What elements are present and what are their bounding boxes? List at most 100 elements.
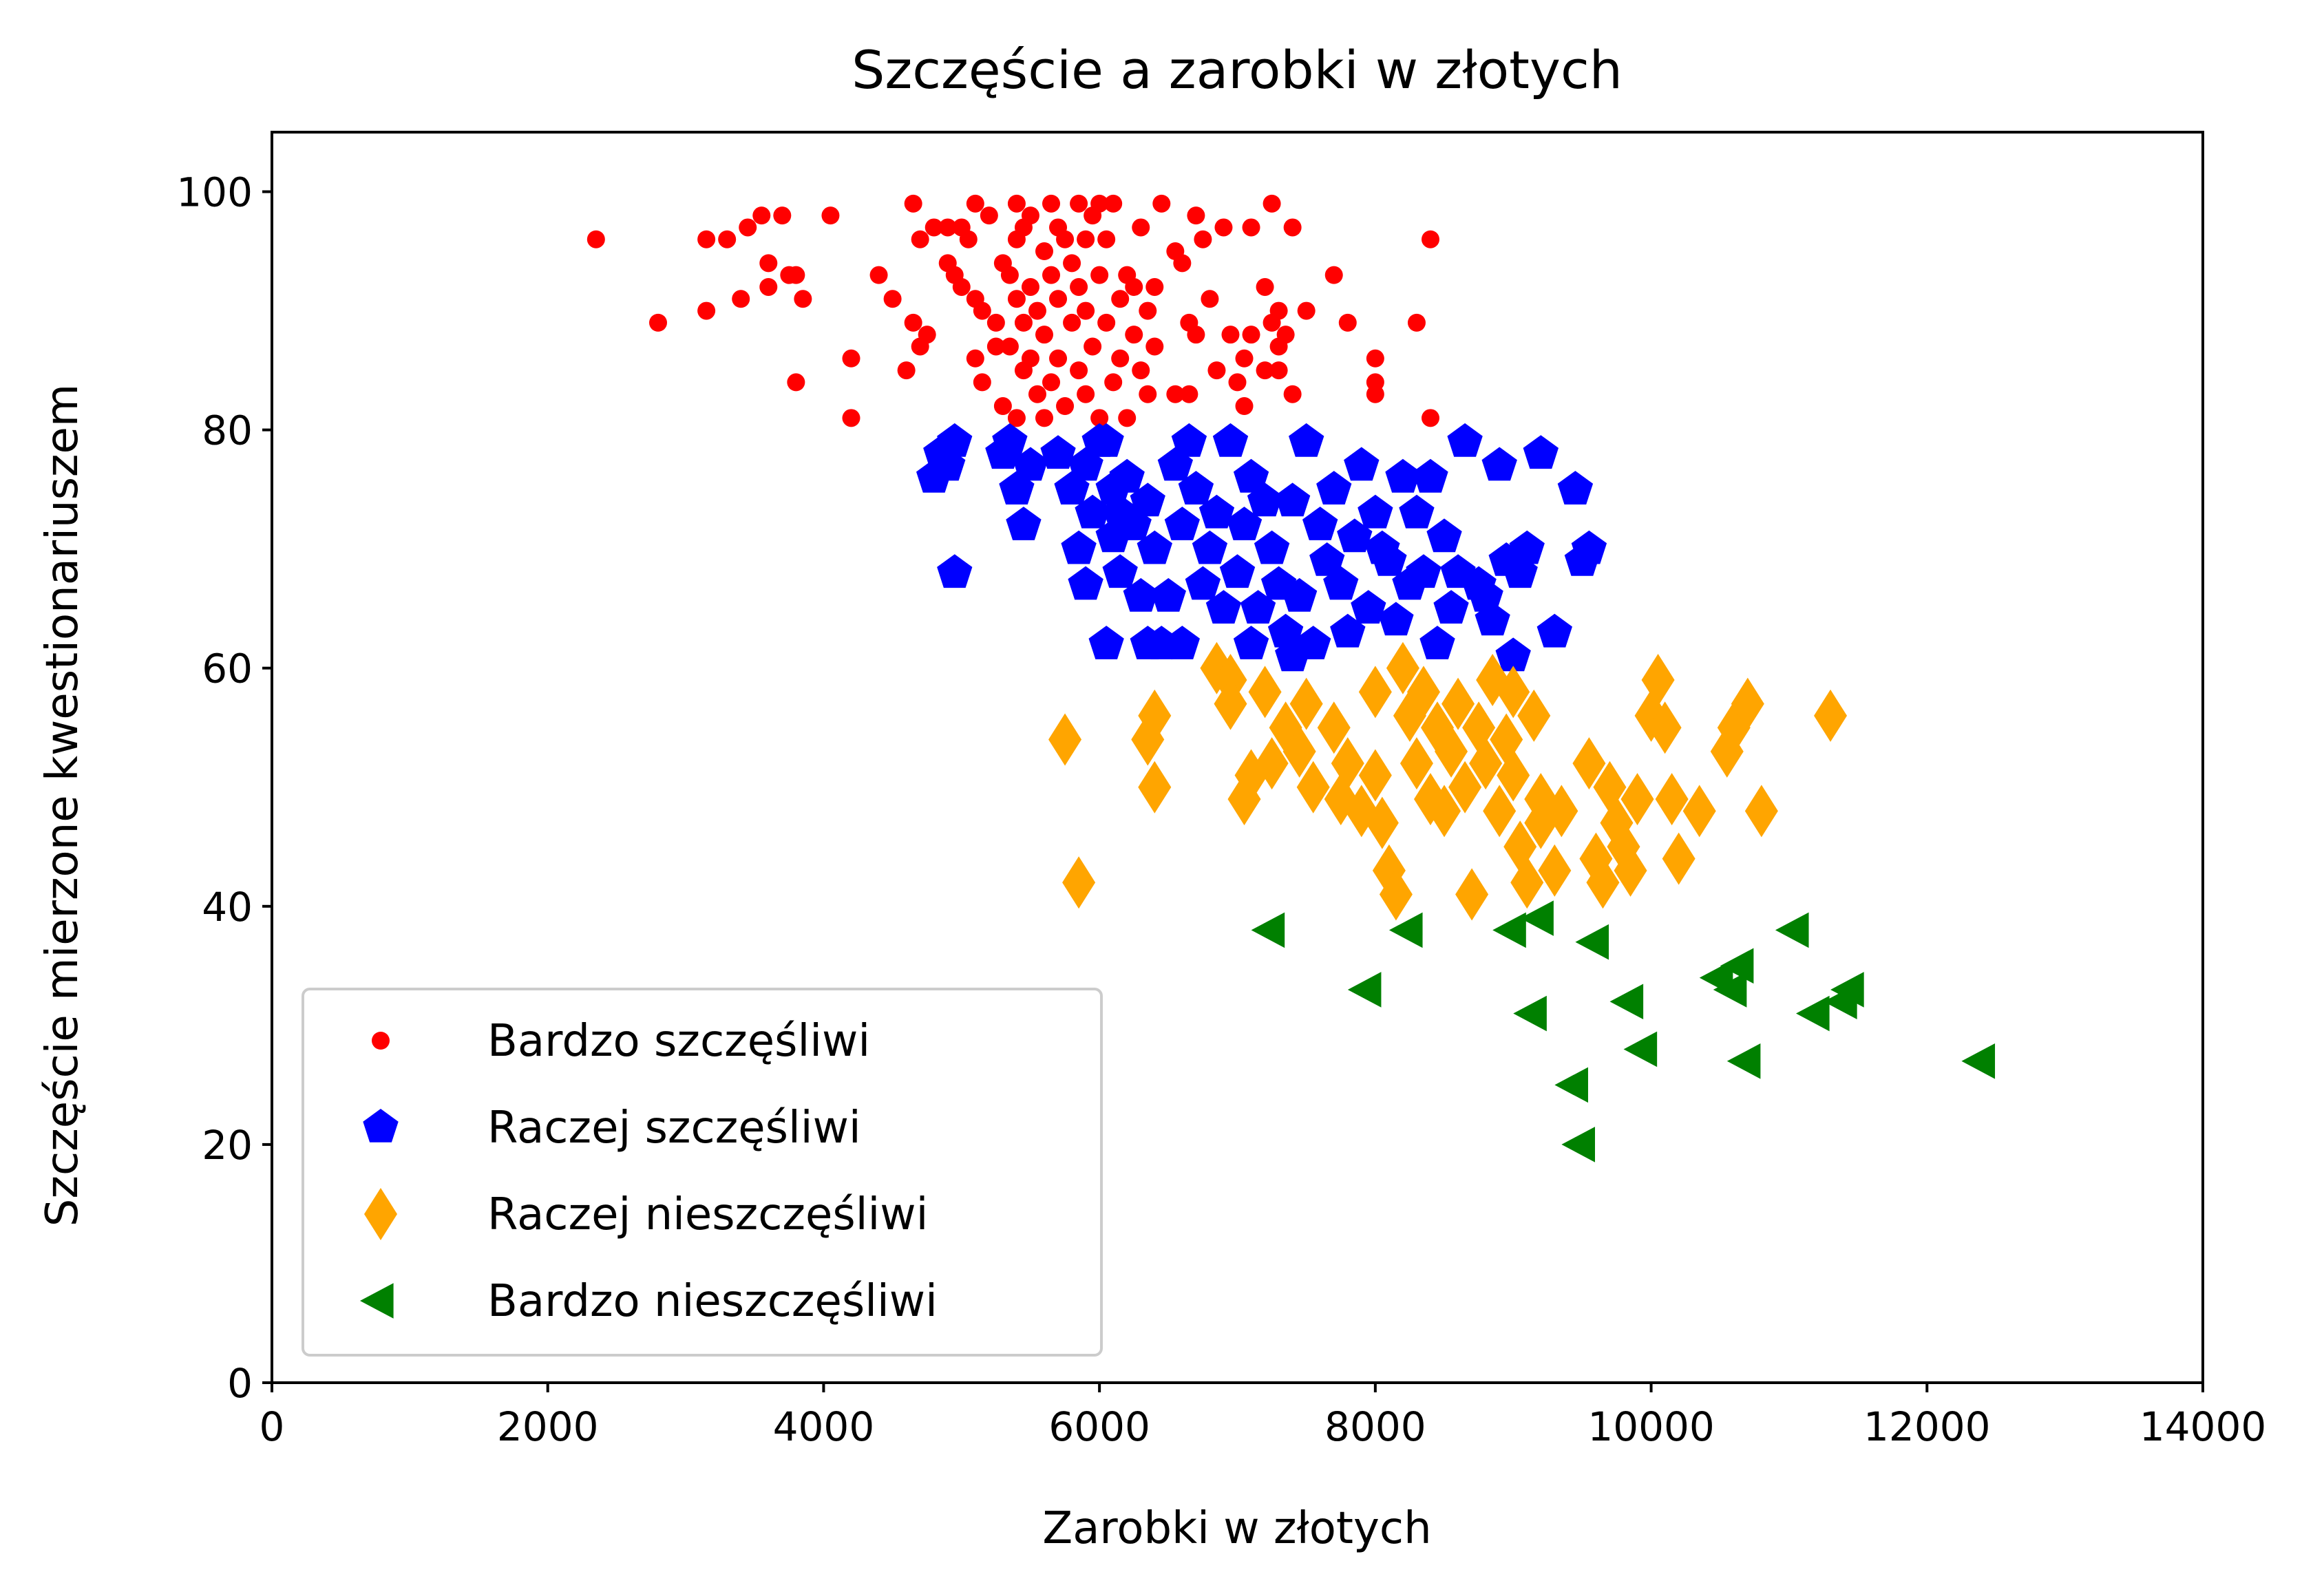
legend-label: Raczej nieszczęśliwi [487, 1189, 928, 1240]
data-point [1448, 761, 1482, 814]
data-point [1297, 301, 1316, 320]
data-point [1138, 689, 1172, 742]
data-point [1830, 972, 1864, 1008]
data-point [966, 194, 984, 213]
data-point [1077, 301, 1095, 320]
data-point [1097, 313, 1116, 332]
data-point [1201, 290, 1219, 308]
data-point [1609, 984, 1644, 1020]
data-point [1289, 677, 1323, 730]
data-point [1090, 194, 1109, 213]
data-point [1164, 507, 1200, 540]
data-point [1062, 856, 1096, 909]
legend-label: Bardzo nieszczęśliwi [487, 1276, 938, 1327]
data-point [1088, 423, 1124, 457]
data-point [842, 349, 860, 368]
data-point [1358, 494, 1393, 529]
data-point [1254, 530, 1290, 564]
data-point [1097, 230, 1116, 248]
data-point [904, 194, 922, 213]
data-point [1187, 326, 1205, 344]
data-point [883, 290, 902, 308]
data-point [1214, 218, 1233, 237]
data-point [1194, 230, 1212, 248]
data-point [1731, 677, 1764, 730]
data-point [1379, 868, 1413, 921]
data-point [1366, 349, 1384, 368]
data-point [1104, 373, 1123, 392]
data-point [1469, 737, 1503, 790]
data-point [1007, 290, 1026, 308]
data-point [1145, 337, 1164, 356]
data-point [1614, 844, 1647, 897]
data-point [752, 206, 771, 225]
data-point [925, 218, 943, 237]
data-point [1212, 423, 1249, 457]
data-point [1207, 361, 1226, 380]
data-point [1214, 677, 1247, 730]
data-point [1316, 471, 1352, 504]
data-point [1042, 194, 1061, 213]
y-axis-label: Szczęście mierzone kwestionariuszem [37, 384, 88, 1227]
data-point [986, 337, 1005, 356]
data-point [937, 423, 973, 457]
data-point [1061, 530, 1097, 564]
data-point [1517, 689, 1551, 742]
data-point [1572, 737, 1606, 790]
data-point [1365, 796, 1399, 849]
data-point [1497, 749, 1530, 802]
data-point [1483, 785, 1517, 838]
data-point [1171, 423, 1207, 457]
data-point [1269, 301, 1288, 320]
y-tick-label: 40 [202, 884, 253, 931]
data-point [911, 230, 929, 248]
data-point [1428, 785, 1461, 838]
legend-marker [363, 1109, 399, 1143]
data-point [1125, 277, 1143, 296]
x-tick-label: 10000 [1587, 1403, 1715, 1450]
data-point [1090, 409, 1109, 427]
data-point [973, 301, 991, 320]
data-point [980, 206, 998, 225]
data-point [1180, 385, 1198, 403]
data-point [1561, 1127, 1595, 1162]
data-point [697, 230, 716, 248]
data-point [869, 266, 888, 284]
data-point [1475, 602, 1510, 636]
data-point [1118, 409, 1137, 427]
data-point [1242, 218, 1260, 237]
data-point [1226, 507, 1263, 540]
data-point [1520, 900, 1554, 936]
series-2 [916, 423, 1607, 672]
data-point [1192, 530, 1228, 564]
data-point [1111, 290, 1130, 308]
data-point [1028, 301, 1046, 320]
data-point [1000, 266, 1019, 284]
data-point [1221, 326, 1240, 344]
data-point [759, 277, 778, 296]
data-point [1513, 995, 1547, 1032]
data-point [1173, 254, 1192, 273]
data-point [1620, 773, 1654, 826]
data-point [1256, 361, 1274, 380]
data-point [1049, 349, 1068, 368]
data-point [1269, 361, 1288, 380]
x-tick-label: 14000 [2140, 1403, 2267, 1450]
data-point [794, 290, 812, 308]
data-point [1422, 409, 1439, 427]
data-point [1040, 435, 1076, 469]
data-point [1282, 725, 1316, 778]
data-point [1289, 423, 1324, 457]
data-point [718, 230, 737, 248]
data-point [1068, 566, 1103, 600]
data-point [1323, 566, 1359, 600]
data-point [1536, 613, 1572, 648]
data-point [759, 254, 778, 273]
data-point [1132, 218, 1150, 237]
data-point [1713, 972, 1747, 1008]
data-point [992, 423, 1028, 457]
data-point [1283, 385, 1302, 403]
legend-label: Raczej szczęśliwi [487, 1103, 861, 1154]
data-point [1523, 435, 1559, 469]
data-point [842, 409, 860, 427]
